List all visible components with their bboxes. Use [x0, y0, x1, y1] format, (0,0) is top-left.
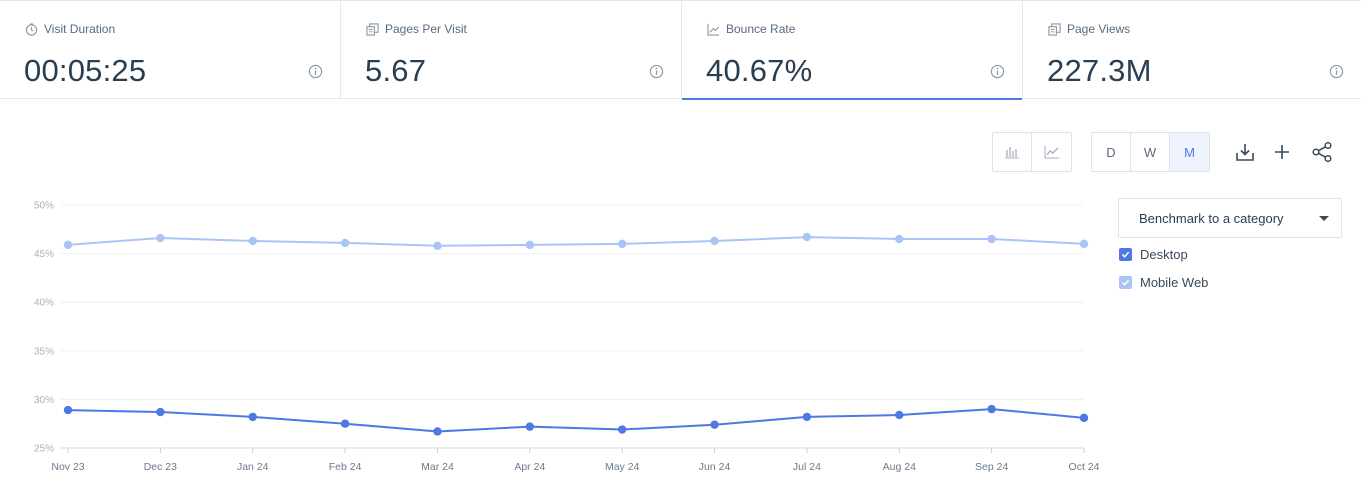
info-icon[interactable]	[308, 64, 323, 79]
data-point-mobile-web	[525, 240, 535, 250]
x-tick-label: Jun 24	[699, 461, 731, 473]
line-chart-icon	[1044, 146, 1059, 159]
bar-chart-button[interactable]	[993, 133, 1032, 171]
data-point-mobile-web	[248, 236, 257, 246]
metric-header: Visit Duration	[25, 22, 115, 36]
y-axis-ticks: 25% 30% 35% 40% 45% 50%	[34, 201, 54, 455]
metric-pages-per-visit[interactable]: Pages Per Visit 5.67	[341, 1, 682, 99]
clock-icon	[25, 22, 38, 36]
legend-item-desktop[interactable]: Desktop	[1119, 247, 1188, 262]
granularity-month-button[interactable]: M	[1170, 133, 1209, 171]
data-point-desktop	[987, 404, 996, 414]
x-tick-label: Jan 24	[237, 461, 269, 473]
x-tick-label: May 24	[605, 461, 640, 473]
data-point-desktop	[248, 412, 257, 422]
legend-label: Mobile Web	[1140, 275, 1209, 290]
metric-value: 00:05:25	[24, 53, 147, 88]
y-tick-label: 45%	[34, 249, 54, 260]
benchmark-dropdown[interactable]: Benchmark to a category	[1118, 198, 1342, 238]
data-point-desktop	[433, 427, 442, 436]
metric-value: 5.67	[365, 53, 427, 88]
x-tick-label: Feb 24	[329, 461, 362, 473]
line-chart-button[interactable]	[1032, 133, 1071, 171]
pages-icon	[1048, 22, 1061, 36]
legend-label: Desktop	[1140, 247, 1188, 262]
pages-icon	[366, 22, 379, 36]
metrics-bar: Visit Duration 00:05:25 Pages Per Visit …	[0, 0, 1361, 100]
x-tick-label: Apr 24	[514, 461, 545, 473]
checkbox-icon[interactable]	[1119, 276, 1132, 289]
granularity-day-button[interactable]: D	[1092, 133, 1131, 171]
y-tick-label: 25%	[34, 444, 54, 455]
metric-label: Bounce Rate	[726, 22, 796, 36]
y-tick-label: 40%	[34, 298, 54, 309]
data-point-desktop	[340, 419, 350, 428]
granularity-week-button[interactable]: W	[1131, 133, 1170, 171]
data-point-desktop	[63, 405, 73, 415]
x-tick-label: Jul 24	[793, 461, 821, 473]
y-tick-label: 50%	[34, 201, 54, 212]
x-tick-label: Mar 24	[421, 461, 454, 473]
legend-item-mobile-web[interactable]: Mobile Web	[1119, 275, 1208, 290]
y-tick-label: 30%	[34, 395, 54, 406]
metric-label: Page Views	[1067, 22, 1131, 36]
data-point-mobile-web	[156, 233, 165, 243]
data-point-desktop	[802, 412, 812, 422]
metric-label: Visit Duration	[44, 22, 116, 36]
x-tick-label: Sep 24	[975, 461, 1008, 473]
data-point-desktop	[617, 425, 627, 434]
share-icon	[1312, 141, 1332, 163]
data-point-mobile-web	[340, 238, 350, 248]
bounce-rate-chart: 25% 30% 35% 40% 45% 50% Nov 23 Dec 23 Jan 24 Feb…	[34, 201, 1100, 474]
x-tick-label: Aug 24	[883, 461, 916, 473]
data-point-mobile-web	[433, 241, 442, 251]
plus-icon	[1275, 145, 1289, 159]
data-point-mobile-web	[895, 234, 904, 244]
metric-header: Pages Per Visit	[366, 22, 467, 36]
metric-page-views[interactable]: Page Views 227.3M	[1023, 1, 1361, 99]
metric-header: Page Views	[1048, 22, 1130, 36]
info-icon[interactable]	[990, 64, 1005, 79]
data-point-desktop	[525, 422, 535, 431]
granularity-toggle: D W M	[1091, 132, 1210, 172]
series-line-mobile-web	[67, 236, 1085, 247]
caret-down-icon	[1319, 216, 1329, 221]
metric-value: 40.67%	[706, 53, 813, 88]
data-point-mobile-web	[617, 239, 627, 249]
data-point-desktop	[1079, 413, 1089, 423]
data-point-mobile-web	[63, 240, 73, 250]
metric-label: Pages Per Visit	[385, 22, 467, 36]
metric-value: 227.3M	[1047, 53, 1152, 88]
x-tick-label: Nov 23	[51, 461, 84, 473]
metric-visit-duration[interactable]: Visit Duration 00:05:25	[0, 1, 341, 99]
x-axis-ticks: Nov 23 Dec 23 Jan 24 Feb 24 Mar 24 Apr 24 May …	[51, 448, 1100, 473]
benchmark-label: Benchmark to a category	[1139, 210, 1284, 226]
checkbox-icon[interactable]	[1119, 248, 1132, 261]
x-tick-label: Oct 24	[1069, 461, 1100, 473]
trend-icon	[707, 23, 720, 36]
series-line-desktop	[67, 408, 1085, 433]
data-point-mobile-web	[987, 234, 996, 244]
add-button[interactable]	[1270, 140, 1294, 164]
data-point-mobile-web	[710, 236, 719, 246]
info-icon[interactable]	[649, 64, 664, 79]
data-point-mobile-web	[802, 232, 812, 242]
data-point-desktop	[895, 410, 904, 420]
share-button[interactable]	[1310, 140, 1334, 164]
bar-chart-icon	[1005, 147, 1019, 159]
chart-type-toggle	[992, 132, 1072, 172]
x-tick-label: Dec 23	[144, 461, 177, 473]
data-point-desktop	[710, 420, 719, 429]
metric-header: Bounce Rate	[707, 22, 795, 36]
data-point-desktop	[156, 407, 165, 417]
data-point-mobile-web	[1079, 239, 1089, 249]
y-tick-label: 35%	[34, 346, 54, 357]
download-button[interactable]	[1233, 140, 1257, 164]
info-icon[interactable]	[1329, 64, 1344, 79]
grid-lines	[60, 204, 1084, 449]
metric-bounce-rate[interactable]: Bounce Rate 40.67%	[682, 1, 1023, 100]
download-icon	[1236, 144, 1254, 161]
series	[63, 232, 1089, 436]
